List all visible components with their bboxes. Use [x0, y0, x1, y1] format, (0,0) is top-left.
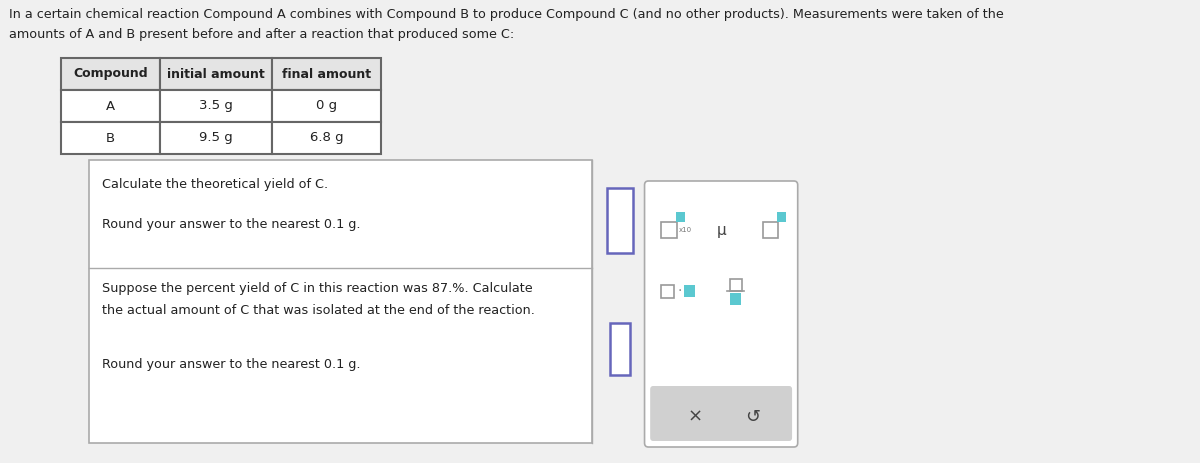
- Text: ×: ×: [688, 408, 702, 426]
- Text: μ: μ: [716, 223, 726, 238]
- Text: 9.5 g: 9.5 g: [199, 131, 233, 144]
- Text: Round your answer to the nearest 0.1 g.: Round your answer to the nearest 0.1 g.: [102, 358, 361, 371]
- Text: Suppose the percent yield of C in this reaction was 87.%. Calculate: Suppose the percent yield of C in this r…: [102, 282, 533, 295]
- Bar: [676, 212, 685, 222]
- Bar: [684, 285, 695, 297]
- Bar: [661, 285, 673, 298]
- Bar: [61, 122, 160, 154]
- Text: In a certain chemical reaction Compound A combines with Compound B to produce Co: In a certain chemical reaction Compound …: [10, 8, 1004, 21]
- Text: ·: ·: [677, 284, 682, 298]
- Text: ↺: ↺: [745, 408, 761, 426]
- Text: Round your answer to the nearest 0.1 g.: Round your answer to the nearest 0.1 g.: [102, 218, 361, 231]
- Text: 6.8 g: 6.8 g: [310, 131, 343, 144]
- Bar: [730, 293, 742, 305]
- Text: Calculate the theoretical yield of C.: Calculate the theoretical yield of C.: [102, 178, 329, 191]
- Text: 0 g: 0 g: [316, 100, 337, 113]
- Text: the actual amount of C that was isolated at the end of the reaction.: the actual amount of C that was isolated…: [102, 304, 535, 317]
- Text: final amount: final amount: [282, 68, 371, 81]
- Bar: [730, 279, 743, 291]
- Bar: [272, 122, 380, 154]
- Bar: [160, 122, 272, 154]
- Bar: [272, 58, 380, 90]
- Bar: [607, 188, 634, 253]
- Bar: [61, 58, 160, 90]
- Bar: [89, 160, 592, 443]
- Bar: [610, 323, 630, 375]
- Text: 3.5 g: 3.5 g: [199, 100, 233, 113]
- Bar: [61, 58, 380, 90]
- Bar: [61, 90, 160, 122]
- Bar: [778, 212, 786, 222]
- Bar: [272, 90, 380, 122]
- Bar: [160, 58, 272, 90]
- Text: x10: x10: [678, 227, 691, 233]
- FancyBboxPatch shape: [650, 386, 792, 441]
- FancyBboxPatch shape: [644, 181, 798, 447]
- Bar: [661, 222, 677, 238]
- Text: B: B: [106, 131, 115, 144]
- Text: Compound: Compound: [73, 68, 148, 81]
- Bar: [763, 222, 778, 238]
- Text: initial amount: initial amount: [167, 68, 265, 81]
- Text: A: A: [106, 100, 115, 113]
- Text: amounts of A and B present before and after a reaction that produced some C:: amounts of A and B present before and af…: [10, 28, 515, 41]
- Bar: [160, 90, 272, 122]
